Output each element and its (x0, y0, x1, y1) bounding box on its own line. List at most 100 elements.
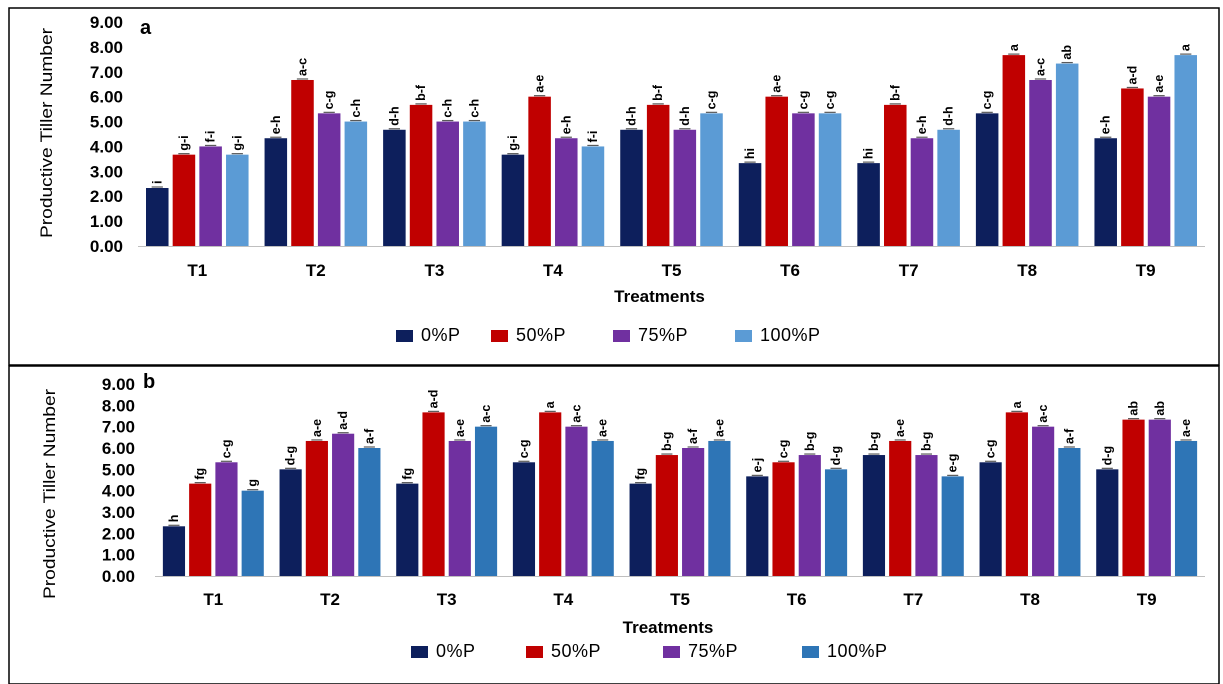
significance-letter: b-g (660, 432, 674, 451)
y-tick-label: 2.00 (102, 524, 135, 543)
x-tick-label: T7 (903, 590, 923, 609)
legend-entry: 50%P (551, 641, 601, 661)
x-tick-label: T8 (1017, 261, 1037, 280)
x-tick-label: T6 (780, 261, 800, 280)
significance-letter: c-h (467, 99, 481, 118)
legend-swatch (613, 330, 630, 342)
significance-letter: d-h (678, 106, 692, 125)
significance-letter: hi (862, 148, 876, 159)
x-tick-label: T4 (543, 261, 563, 280)
bar-100pctP-T3 (474, 426, 498, 576)
bar-50pctP-T9 (1121, 88, 1144, 246)
significance-letter: a-f (362, 428, 376, 444)
legend-swatch (411, 646, 428, 658)
bar-50pctP-T3 (422, 412, 445, 576)
significance-letter: a-c (479, 405, 493, 423)
x-tick-label: T9 (1137, 590, 1157, 609)
bar-100pctP-T9 (1174, 55, 1197, 247)
bar-75pctP-T7 (910, 138, 934, 246)
bar-75pctP-T8 (1032, 426, 1055, 576)
y-tick-label: 4.00 (90, 137, 123, 156)
y-tick-label: 9.00 (102, 375, 135, 394)
bar-75pctP-T9 (1147, 96, 1171, 247)
bar-75pctP-T1 (199, 146, 222, 246)
x-axis-title: Treatments (614, 287, 705, 306)
legend-entry: 75%P (688, 641, 738, 661)
bar-0pctP-T4 (512, 462, 536, 576)
significance-letter: a-c (569, 405, 583, 423)
x-tick-label: T7 (899, 261, 919, 280)
bar-0pctP-T3 (383, 129, 406, 246)
legend-entry: 0%P (421, 325, 461, 345)
panel-a-chart: a 0.00 1.00 2.00 3.00 4.00 5.00 6.00 7.00 8.00 9.0… (37, 13, 1205, 345)
x-tick-label: T8 (1020, 590, 1040, 609)
bar-0pctP-T1 (146, 188, 169, 246)
significance-letter: c-g (777, 440, 791, 459)
bar-0pctP-T2 (264, 138, 288, 246)
significance-letter: e-h (915, 115, 929, 134)
bar-50pctP-T5 (655, 455, 678, 576)
significance-letter: e-j (750, 458, 764, 473)
significance-letter: fg (193, 468, 207, 480)
bar-75pctP-T3 (448, 440, 471, 576)
significance-letter: a-e (1152, 75, 1166, 93)
significance-letter: h (167, 515, 181, 523)
legend-entry: 100%P (827, 641, 888, 661)
significance-letter: a-d (1125, 66, 1139, 85)
bar-50pctP-T8 (1002, 55, 1026, 247)
bar-50pctP-T1 (189, 483, 212, 576)
significance-letter: b-f (651, 84, 665, 101)
bar-50pctP-T8 (1005, 412, 1028, 576)
bar-0pctP-T9 (1094, 138, 1117, 246)
y-tick-label: 0.00 (90, 237, 123, 256)
bar-50pctP-T2 (305, 440, 328, 576)
significance-letter: c-h (441, 99, 455, 118)
x-tick-label: T2 (306, 261, 326, 280)
significance-letter: a-f (1062, 428, 1076, 444)
y-axis-title: Productive Tiller Number (37, 28, 56, 238)
legend-entry: 50%P (516, 325, 566, 345)
significance-letter: c-g (705, 91, 719, 110)
panel-label: b (143, 371, 155, 393)
y-tick-label: 3.00 (90, 162, 123, 181)
significance-letter: d-h (624, 106, 638, 125)
significance-letter: d-g (284, 446, 298, 465)
bar-75pctP-T6 (792, 113, 815, 246)
significance-letter: d-h (942, 106, 956, 125)
significance-letter: a (1010, 400, 1024, 408)
bar-100pctP-T1 (226, 154, 249, 246)
bar-50pctP-T6 (772, 462, 795, 576)
y-tick-label: 6.00 (102, 439, 135, 458)
significance-letter: a-e (1179, 419, 1193, 437)
panel-b-chart: b 0.00 1.00 2.00 3.00 4.00 5.00 6.00 7.00 8.00 9.0… (40, 371, 1205, 661)
significance-letter: f-i (204, 131, 218, 143)
significance-letter: a (1007, 43, 1021, 51)
bar-0pctP-T1 (162, 526, 186, 576)
significance-letter: c-g (823, 91, 837, 110)
y-tick-label: 8.00 (90, 38, 123, 57)
significance-letter: b-g (803, 432, 817, 451)
significance-letter: b-g (919, 432, 933, 451)
bar-50pctP-T4 (528, 96, 551, 247)
bar-75pctP-T4 (555, 138, 578, 246)
significance-letter: a-e (770, 75, 784, 93)
bar-100pctP-T6 (818, 113, 842, 246)
bar-0pctP-T6 (738, 163, 762, 246)
bar-75pctP-T2 (332, 433, 355, 576)
significance-letter: a (1179, 43, 1193, 51)
significance-letter: c-g (796, 91, 810, 110)
bar-0pctP-T8 (979, 462, 1002, 576)
significance-letter: a (543, 400, 557, 408)
legend-swatch (802, 646, 819, 658)
bar-50pctP-T5 (646, 104, 670, 246)
significance-letter: a-d (427, 390, 441, 409)
bar-100pctP-T2 (344, 121, 368, 246)
y-tick-label: 1.00 (102, 546, 135, 565)
significance-letter: b-g (867, 432, 881, 451)
legend-entry: 75%P (638, 325, 688, 345)
bar-75pctP-T1 (215, 462, 238, 576)
bar-0pctP-T2 (279, 469, 302, 576)
bar-100pctP-T8 (1055, 63, 1079, 246)
y-tick-label: 5.00 (102, 460, 135, 479)
